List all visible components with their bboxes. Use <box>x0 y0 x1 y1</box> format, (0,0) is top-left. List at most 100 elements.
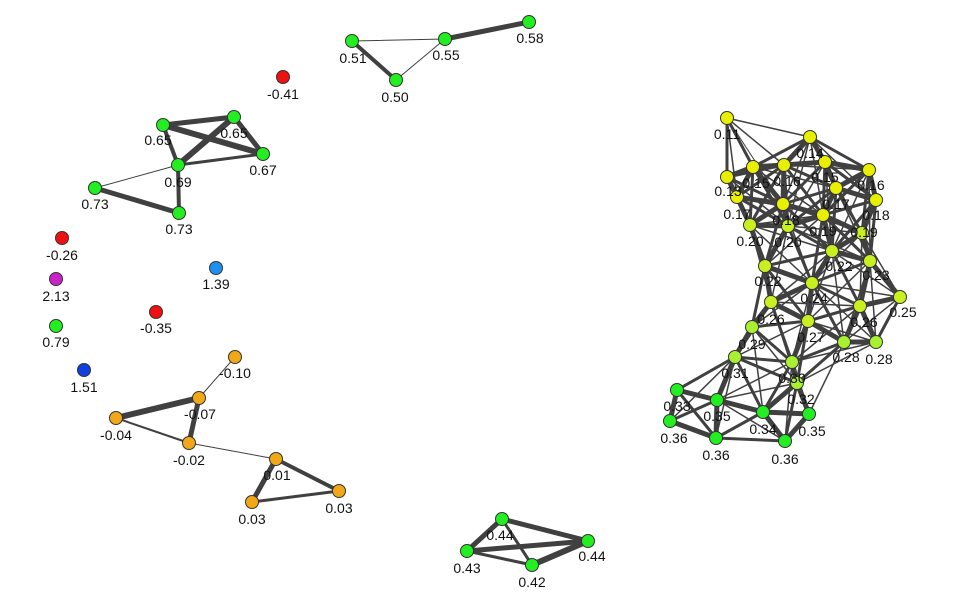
graph-node[interactable] <box>863 254 877 268</box>
graph-node[interactable] <box>49 319 63 333</box>
graph-node[interactable] <box>777 158 791 172</box>
graph-node[interactable] <box>522 15 536 29</box>
graph-node[interactable] <box>670 383 684 397</box>
graph-edge <box>784 361 793 442</box>
graph-edge <box>781 160 827 206</box>
graph-node[interactable] <box>829 181 843 195</box>
graph-node[interactable] <box>758 259 772 273</box>
node-label: 0.01 <box>263 467 290 483</box>
node-label: 0.14 <box>796 145 823 161</box>
graph-edge <box>807 320 877 343</box>
graph-node[interactable] <box>745 320 759 334</box>
graph-node[interactable] <box>156 118 170 132</box>
graph-node[interactable] <box>172 206 186 220</box>
node-label: -0.04 <box>100 427 132 443</box>
graph-node[interactable] <box>756 405 770 419</box>
graph-node[interactable] <box>77 363 91 377</box>
graph-node[interactable] <box>269 452 283 466</box>
graph-node[interactable] <box>803 130 817 144</box>
graph-node[interactable] <box>88 181 102 195</box>
node-label: 0.73 <box>81 196 108 212</box>
graph-node[interactable] <box>495 512 509 526</box>
graph-node[interactable] <box>710 393 724 407</box>
graph-node[interactable] <box>802 407 816 421</box>
graph-edge <box>760 380 800 415</box>
graph-node[interactable] <box>855 226 869 240</box>
graph-node[interactable] <box>825 244 839 258</box>
graph-node[interactable] <box>805 276 819 290</box>
graph-node[interactable] <box>790 376 804 390</box>
graph-node[interactable] <box>245 495 259 509</box>
node-label: 0.26 <box>850 314 877 330</box>
graph-edge <box>668 398 719 423</box>
graph-edge <box>186 395 202 446</box>
graph-edge <box>811 282 877 343</box>
node-label: 0.23 <box>862 267 889 283</box>
graph-edge <box>808 341 845 415</box>
graph-node[interactable] <box>192 391 206 405</box>
graph-node[interactable] <box>276 70 290 84</box>
graph-node[interactable] <box>801 314 815 328</box>
graph-node[interactable] <box>227 110 241 124</box>
graph-node[interactable] <box>49 272 63 286</box>
graph-edge <box>160 122 266 157</box>
node-label: 0.03 <box>325 500 352 516</box>
graph-node[interactable] <box>332 484 346 498</box>
graph-node[interactable] <box>837 335 851 349</box>
node-label: 0.42 <box>518 574 545 590</box>
graph-node[interactable] <box>460 544 474 558</box>
graph-node[interactable] <box>438 32 452 46</box>
graph-edge <box>806 304 862 323</box>
graph-node[interactable] <box>869 335 883 349</box>
graph-node[interactable] <box>778 434 792 448</box>
graph-edge <box>464 538 591 554</box>
node-label: 0.13 <box>714 183 741 199</box>
graph-edge <box>161 123 180 167</box>
graph-edge <box>198 356 236 399</box>
graph-node[interactable] <box>728 350 742 364</box>
node-label: 0.20 <box>774 234 801 250</box>
graph-edge <box>395 38 446 81</box>
graph-node[interactable] <box>581 534 595 548</box>
graph-node[interactable] <box>182 436 196 450</box>
graph-node[interactable] <box>785 355 799 369</box>
node-label: 0.19 <box>809 223 836 239</box>
graph-edge <box>810 259 872 285</box>
graph-node[interactable] <box>709 431 723 445</box>
graph-node[interactable] <box>256 147 270 161</box>
graph-node[interactable] <box>746 160 760 174</box>
graph-edge <box>529 538 591 568</box>
graph-node[interactable] <box>730 190 744 204</box>
graph-node[interactable] <box>869 193 883 207</box>
node-label: 0.58 <box>516 30 543 46</box>
graph-node[interactable] <box>776 197 790 211</box>
graph-node[interactable] <box>389 73 403 87</box>
graph-node[interactable] <box>853 299 867 313</box>
node-label: 0.35 <box>703 408 730 424</box>
graph-node[interactable] <box>764 295 778 309</box>
graph-node[interactable] <box>109 411 123 425</box>
graph-node[interactable] <box>55 231 69 245</box>
graph-node[interactable] <box>171 158 185 172</box>
graph-edge <box>811 282 901 298</box>
graph-node[interactable] <box>149 305 163 319</box>
graph-node[interactable] <box>663 414 677 428</box>
graph-node[interactable] <box>720 111 734 125</box>
graph-node[interactable] <box>893 290 907 304</box>
graph-edge <box>834 186 864 235</box>
graph-node[interactable] <box>816 208 830 222</box>
graph-node[interactable] <box>720 170 734 184</box>
graph-node[interactable] <box>781 219 795 233</box>
graph-node[interactable] <box>743 218 757 232</box>
graph-edge <box>786 224 814 285</box>
graph-node[interactable] <box>228 350 242 364</box>
graph-node[interactable] <box>345 34 359 48</box>
graph-node[interactable] <box>525 558 539 572</box>
graph-node[interactable] <box>818 155 832 169</box>
graph-edge <box>795 340 846 385</box>
graph-node[interactable] <box>209 261 223 275</box>
graph-node[interactable] <box>862 163 876 177</box>
node-label: 0.03 <box>238 511 265 527</box>
graph-edge <box>822 159 872 173</box>
